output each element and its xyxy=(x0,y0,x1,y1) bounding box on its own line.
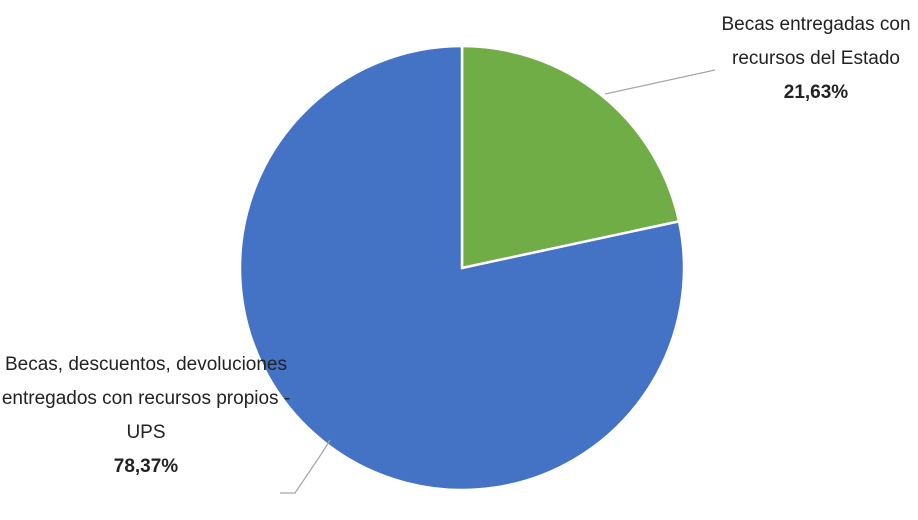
leader-line xyxy=(604,69,716,95)
category-label: Becas, descuentos, devoluciones entregad… xyxy=(1,354,291,443)
pie-slice xyxy=(238,44,686,492)
value-label: 21,63% xyxy=(783,82,849,103)
slice-label: Becas entregadas con recursos del Estado… xyxy=(706,8,918,110)
category-label: Becas entregadas con recursos del Estado xyxy=(721,14,911,69)
leader-line xyxy=(280,439,331,494)
slice-label: Becas, descuentos, devoluciones entregad… xyxy=(0,348,292,484)
value-label: 78,37% xyxy=(113,456,179,477)
pie-slice xyxy=(460,44,681,270)
